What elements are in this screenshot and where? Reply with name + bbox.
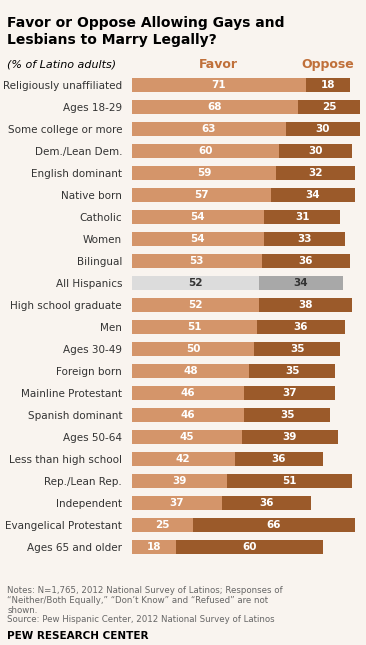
Text: 60: 60 (198, 146, 213, 156)
Text: 18: 18 (146, 542, 161, 552)
Text: 32: 32 (308, 168, 323, 178)
Text: 46: 46 (181, 410, 195, 420)
Text: 54: 54 (191, 234, 205, 244)
Text: 46: 46 (181, 388, 195, 398)
Text: 68: 68 (208, 102, 222, 112)
Bar (132, 496, 223, 510)
Bar (132, 144, 279, 158)
Bar (264, 232, 345, 246)
Bar (262, 254, 350, 268)
Bar (227, 474, 352, 488)
Bar (242, 430, 337, 444)
Bar (132, 276, 259, 290)
Bar (132, 518, 193, 531)
Bar (132, 232, 264, 246)
Text: 52: 52 (188, 300, 203, 310)
Text: Source: Pew Hispanic Center, 2012 National Survey of Latinos: Source: Pew Hispanic Center, 2012 Nation… (7, 615, 275, 624)
Bar (298, 101, 360, 114)
Bar (132, 386, 244, 400)
Bar (223, 496, 311, 510)
Bar (132, 210, 264, 224)
Bar (254, 342, 340, 356)
Bar (286, 123, 360, 136)
Text: 31: 31 (295, 212, 309, 222)
Text: 39: 39 (172, 476, 187, 486)
Text: 52: 52 (188, 278, 203, 288)
Text: 71: 71 (212, 80, 226, 90)
Text: 51: 51 (283, 476, 297, 486)
Bar (132, 254, 262, 268)
Bar (132, 364, 249, 378)
Text: 60: 60 (242, 542, 257, 552)
Bar (276, 166, 355, 180)
Bar (132, 408, 244, 422)
Text: 57: 57 (194, 190, 209, 200)
Bar (244, 408, 330, 422)
Text: Favor: Favor (199, 58, 238, 71)
Bar (132, 298, 259, 312)
Bar (132, 540, 176, 554)
Text: 36: 36 (272, 454, 286, 464)
Text: 30: 30 (316, 124, 330, 134)
Bar (306, 78, 350, 92)
Text: 33: 33 (297, 234, 312, 244)
Bar (132, 474, 227, 488)
Bar (132, 452, 235, 466)
Text: 38: 38 (299, 300, 313, 310)
Text: 37: 37 (283, 388, 297, 398)
Bar (279, 144, 352, 158)
Bar (132, 320, 257, 334)
Text: 51: 51 (187, 322, 202, 332)
Bar (132, 123, 286, 136)
Text: 42: 42 (176, 454, 191, 464)
Text: 54: 54 (191, 212, 205, 222)
Text: Oppose: Oppose (302, 58, 354, 71)
Text: 59: 59 (197, 168, 211, 178)
Text: 34: 34 (294, 278, 308, 288)
Bar (132, 430, 242, 444)
Bar (176, 540, 323, 554)
Text: 25: 25 (322, 102, 336, 112)
Text: 66: 66 (267, 520, 281, 530)
Bar (259, 298, 352, 312)
Text: Notes: N=1,765, 2012 National Survey of Latinos; Responses of
“Neither/Both Equa: Notes: N=1,765, 2012 National Survey of … (7, 586, 283, 615)
Text: 34: 34 (306, 190, 321, 200)
Text: 53: 53 (190, 256, 204, 266)
Text: Favor or Oppose Allowing Gays and
Lesbians to Marry Legally?: Favor or Oppose Allowing Gays and Lesbia… (7, 16, 285, 48)
Text: (% of Latino adults): (% of Latino adults) (7, 59, 116, 70)
Text: PEW RESEARCH CENTER: PEW RESEARCH CENTER (7, 631, 149, 641)
Bar (264, 210, 340, 224)
Text: 35: 35 (285, 366, 299, 376)
Bar (132, 78, 306, 92)
Text: 48: 48 (183, 366, 198, 376)
Text: 45: 45 (180, 432, 194, 442)
Text: 36: 36 (259, 498, 274, 508)
Bar (259, 276, 343, 290)
Text: 36: 36 (294, 322, 308, 332)
Text: 63: 63 (202, 124, 216, 134)
Text: 37: 37 (170, 498, 184, 508)
Text: 35: 35 (280, 410, 295, 420)
Bar (132, 166, 276, 180)
Bar (193, 518, 355, 531)
Bar (272, 188, 355, 202)
Bar (244, 386, 335, 400)
Text: 18: 18 (321, 80, 335, 90)
Bar (257, 320, 345, 334)
Text: 30: 30 (308, 146, 323, 156)
Text: 36: 36 (299, 256, 313, 266)
Bar (132, 342, 254, 356)
Text: 50: 50 (186, 344, 200, 354)
Text: 39: 39 (283, 432, 297, 442)
Bar (235, 452, 323, 466)
Bar (249, 364, 335, 378)
Text: 35: 35 (290, 344, 305, 354)
Bar (132, 101, 298, 114)
Bar (132, 188, 272, 202)
Text: 25: 25 (155, 520, 170, 530)
